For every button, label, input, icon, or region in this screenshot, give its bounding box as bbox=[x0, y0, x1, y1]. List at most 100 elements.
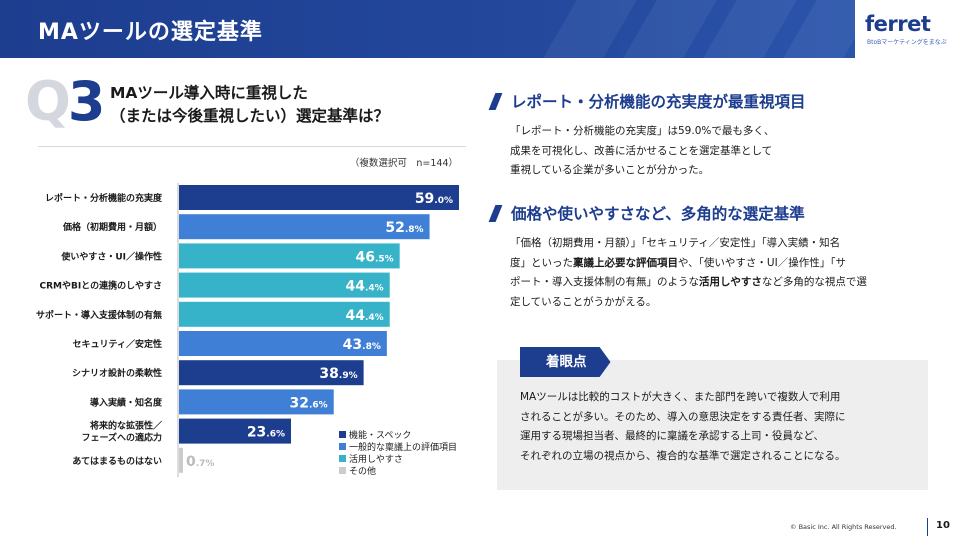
value-label-int: 38 bbox=[319, 366, 338, 382]
category-label: シナリオ設計の柔軟性 bbox=[72, 367, 162, 379]
bar bbox=[179, 331, 387, 356]
legend-item: 一般的な稟議上の評価項目 bbox=[339, 440, 458, 453]
value-label-int: 32 bbox=[290, 395, 309, 411]
bar bbox=[179, 272, 390, 298]
section-body-criteria: 「価格（初期費用・月額）」「セキュリティ／安定性」「導入実績・知名 度」といった… bbox=[510, 234, 867, 312]
question-letter: Q bbox=[25, 70, 71, 133]
value-label-dec: .0% bbox=[434, 196, 453, 206]
focus-line: 運用する現場担当者、最終的に稟議を承認する上司・役員など、 bbox=[520, 430, 824, 442]
focus-line: されることが多い。そのため、導入の意思決定をする責任者、実際に bbox=[520, 410, 846, 423]
value-label: 52.8% bbox=[385, 220, 423, 236]
bar bbox=[179, 447, 183, 473]
value-label: 23.6% bbox=[247, 425, 285, 441]
legend-swatch bbox=[339, 442, 346, 450]
legend-swatch bbox=[339, 454, 346, 462]
question-line: （または今後重視したい）選定基準は？ bbox=[110, 107, 390, 125]
value-label: 44.4% bbox=[346, 308, 384, 324]
footer-divider bbox=[927, 518, 928, 536]
header-stripe bbox=[703, 0, 797, 58]
legend-swatch bbox=[339, 466, 346, 474]
value-label-dec: .6% bbox=[266, 430, 285, 440]
header-stripe bbox=[543, 0, 637, 58]
body-line: 定していることがうかがえる。 bbox=[510, 295, 657, 308]
header-banner: MAツールの選定基準 ferret BtoBマーケティングをまなぶ bbox=[0, 0, 960, 58]
value-label: 43.8% bbox=[343, 337, 381, 353]
focus-text: MAツールは比較的コストが大きく、また部門を跨いで複数人で利用 されることが多い… bbox=[520, 388, 846, 466]
question-number: Q3 bbox=[25, 75, 105, 129]
value-label: 44.4% bbox=[346, 279, 384, 295]
focus-tag: 着眼点 bbox=[520, 347, 611, 377]
category-label: 使いやすさ・UI／操作性 bbox=[60, 250, 162, 262]
value-label-dec: .8% bbox=[405, 225, 424, 235]
body-line: ポート・導入支援体制の有無」のような活用しやすさなど多角的な視点で選 bbox=[510, 273, 867, 293]
section-title-criteria: 価格や使いやすさなど、多角的な選定基準 bbox=[488, 202, 805, 224]
body-emphasis: 活用しやすさ bbox=[699, 276, 762, 288]
body-line: 成果を可視化し、改善に活かせることを選定基準として bbox=[510, 144, 773, 157]
bar bbox=[179, 243, 400, 269]
legend-swatch bbox=[339, 430, 346, 438]
value-label-dec: .9% bbox=[339, 371, 358, 381]
focus-line: それぞれの立場の視点から、複合的な基準で選定されることになる。 bbox=[520, 449, 846, 462]
focus-box bbox=[497, 360, 928, 490]
value-label: 38.9% bbox=[319, 366, 357, 382]
chart-legend: 機能・スペック 一般的な稟議上の評価項目 活用しやすさ その他 bbox=[339, 428, 458, 477]
header-stripe bbox=[623, 0, 717, 58]
legend-label: 一般的な稟議上の評価項目 bbox=[349, 442, 458, 453]
bar bbox=[179, 389, 334, 415]
legend-label: 機能・スペック bbox=[349, 430, 412, 441]
category-label: あてはまるものはない bbox=[72, 456, 162, 467]
category-label: フェーズへの適応力 bbox=[81, 432, 162, 444]
category-label: サポート・導入支援体制の有無 bbox=[36, 309, 162, 321]
value-label-int: 43 bbox=[343, 337, 362, 353]
section-title-text: レポート・分析機能の充実度が最重視項目 bbox=[511, 93, 806, 111]
slash-icon bbox=[488, 204, 503, 222]
legend-item: 機能・スペック bbox=[339, 428, 457, 441]
copyright: © Basic Inc. All Rights Reserved. bbox=[790, 523, 897, 531]
body-text-segment: や、「使いやすさ・UI／操作性」「サ bbox=[678, 256, 846, 269]
value-label-dec: .4% bbox=[365, 313, 384, 323]
value-label-dec: .7% bbox=[196, 459, 215, 469]
value-label: 32.6% bbox=[290, 395, 328, 411]
category-label: CRMやBIとの連携のしやすさ bbox=[39, 280, 162, 292]
category-label: レポート・分析機能の充実度 bbox=[45, 192, 163, 204]
body-line: 重視している企業が多いことが分かった。 bbox=[510, 164, 710, 176]
bar bbox=[179, 185, 459, 210]
value-label-dec: .8% bbox=[362, 342, 381, 352]
legend-label: 活用しやすさ bbox=[349, 454, 403, 465]
value-label: 0.7% bbox=[186, 454, 214, 470]
legend-label: その他 bbox=[349, 466, 377, 477]
question-digit: 3 bbox=[67, 70, 106, 133]
question-line: MAツール導入時に重視した bbox=[110, 84, 308, 102]
page-number: 10 bbox=[936, 520, 950, 531]
body-text-segment: 度」といった bbox=[510, 256, 573, 269]
body-line: 「価格（初期費用・月額）」「セキュリティ／安定性」「導入実績・知名 bbox=[510, 237, 841, 249]
section-title-report: レポート・分析機能の充実度が最重視項目 bbox=[488, 90, 806, 112]
category-label: 導入実績・知名度 bbox=[90, 396, 163, 408]
value-label-dec: .4% bbox=[365, 284, 384, 294]
chart-note: （複数選択可 n=144） bbox=[349, 158, 458, 169]
category-label: セキュリティ／安定性 bbox=[73, 338, 162, 350]
body-line: 度」といった稟議上必要な評価項目や、「使いやすさ・UI／操作性」「サ bbox=[510, 254, 867, 274]
page-title: MAツールの選定基準 bbox=[38, 20, 263, 45]
bar bbox=[179, 301, 390, 327]
body-text-segment: ポート・導入支援体制の有無」のような bbox=[510, 276, 699, 288]
category-label: 将来的な拡張性／ bbox=[90, 420, 162, 432]
value-label: 46.5% bbox=[355, 249, 393, 265]
logo-tagline: BtoBマーケティングをまなぶ bbox=[867, 39, 947, 46]
category-label: 価格（初期費用・月額） bbox=[62, 221, 162, 233]
section-body-report: 「レポート・分析機能の充実度」は59.0%で最も多く、 成果を可視化し、改善に活… bbox=[510, 122, 774, 181]
value-label-int: 0 bbox=[186, 454, 196, 470]
body-text-segment: など多角的な視点で選 bbox=[761, 276, 867, 288]
bar-chart: レポート・分析機能の充実度 59.0%価格（初期費用・月額） 52.8%使いやすさ・… bbox=[36, 183, 459, 477]
divider bbox=[38, 146, 466, 147]
legend-item: その他 bbox=[339, 464, 457, 477]
value-label-dec: .6% bbox=[309, 400, 328, 410]
bar bbox=[179, 418, 291, 444]
bar bbox=[179, 214, 430, 240]
value-label-dec: .5% bbox=[375, 254, 394, 264]
bar bbox=[179, 360, 364, 386]
focus-line: MAツールは比較的コストが大きく、また部門を跨いで複数人で利用 bbox=[520, 391, 841, 403]
logo: ferret BtoBマーケティングをまなぶ bbox=[855, 0, 960, 58]
value-label-int: 52 bbox=[385, 220, 404, 236]
slash-icon bbox=[488, 92, 503, 110]
